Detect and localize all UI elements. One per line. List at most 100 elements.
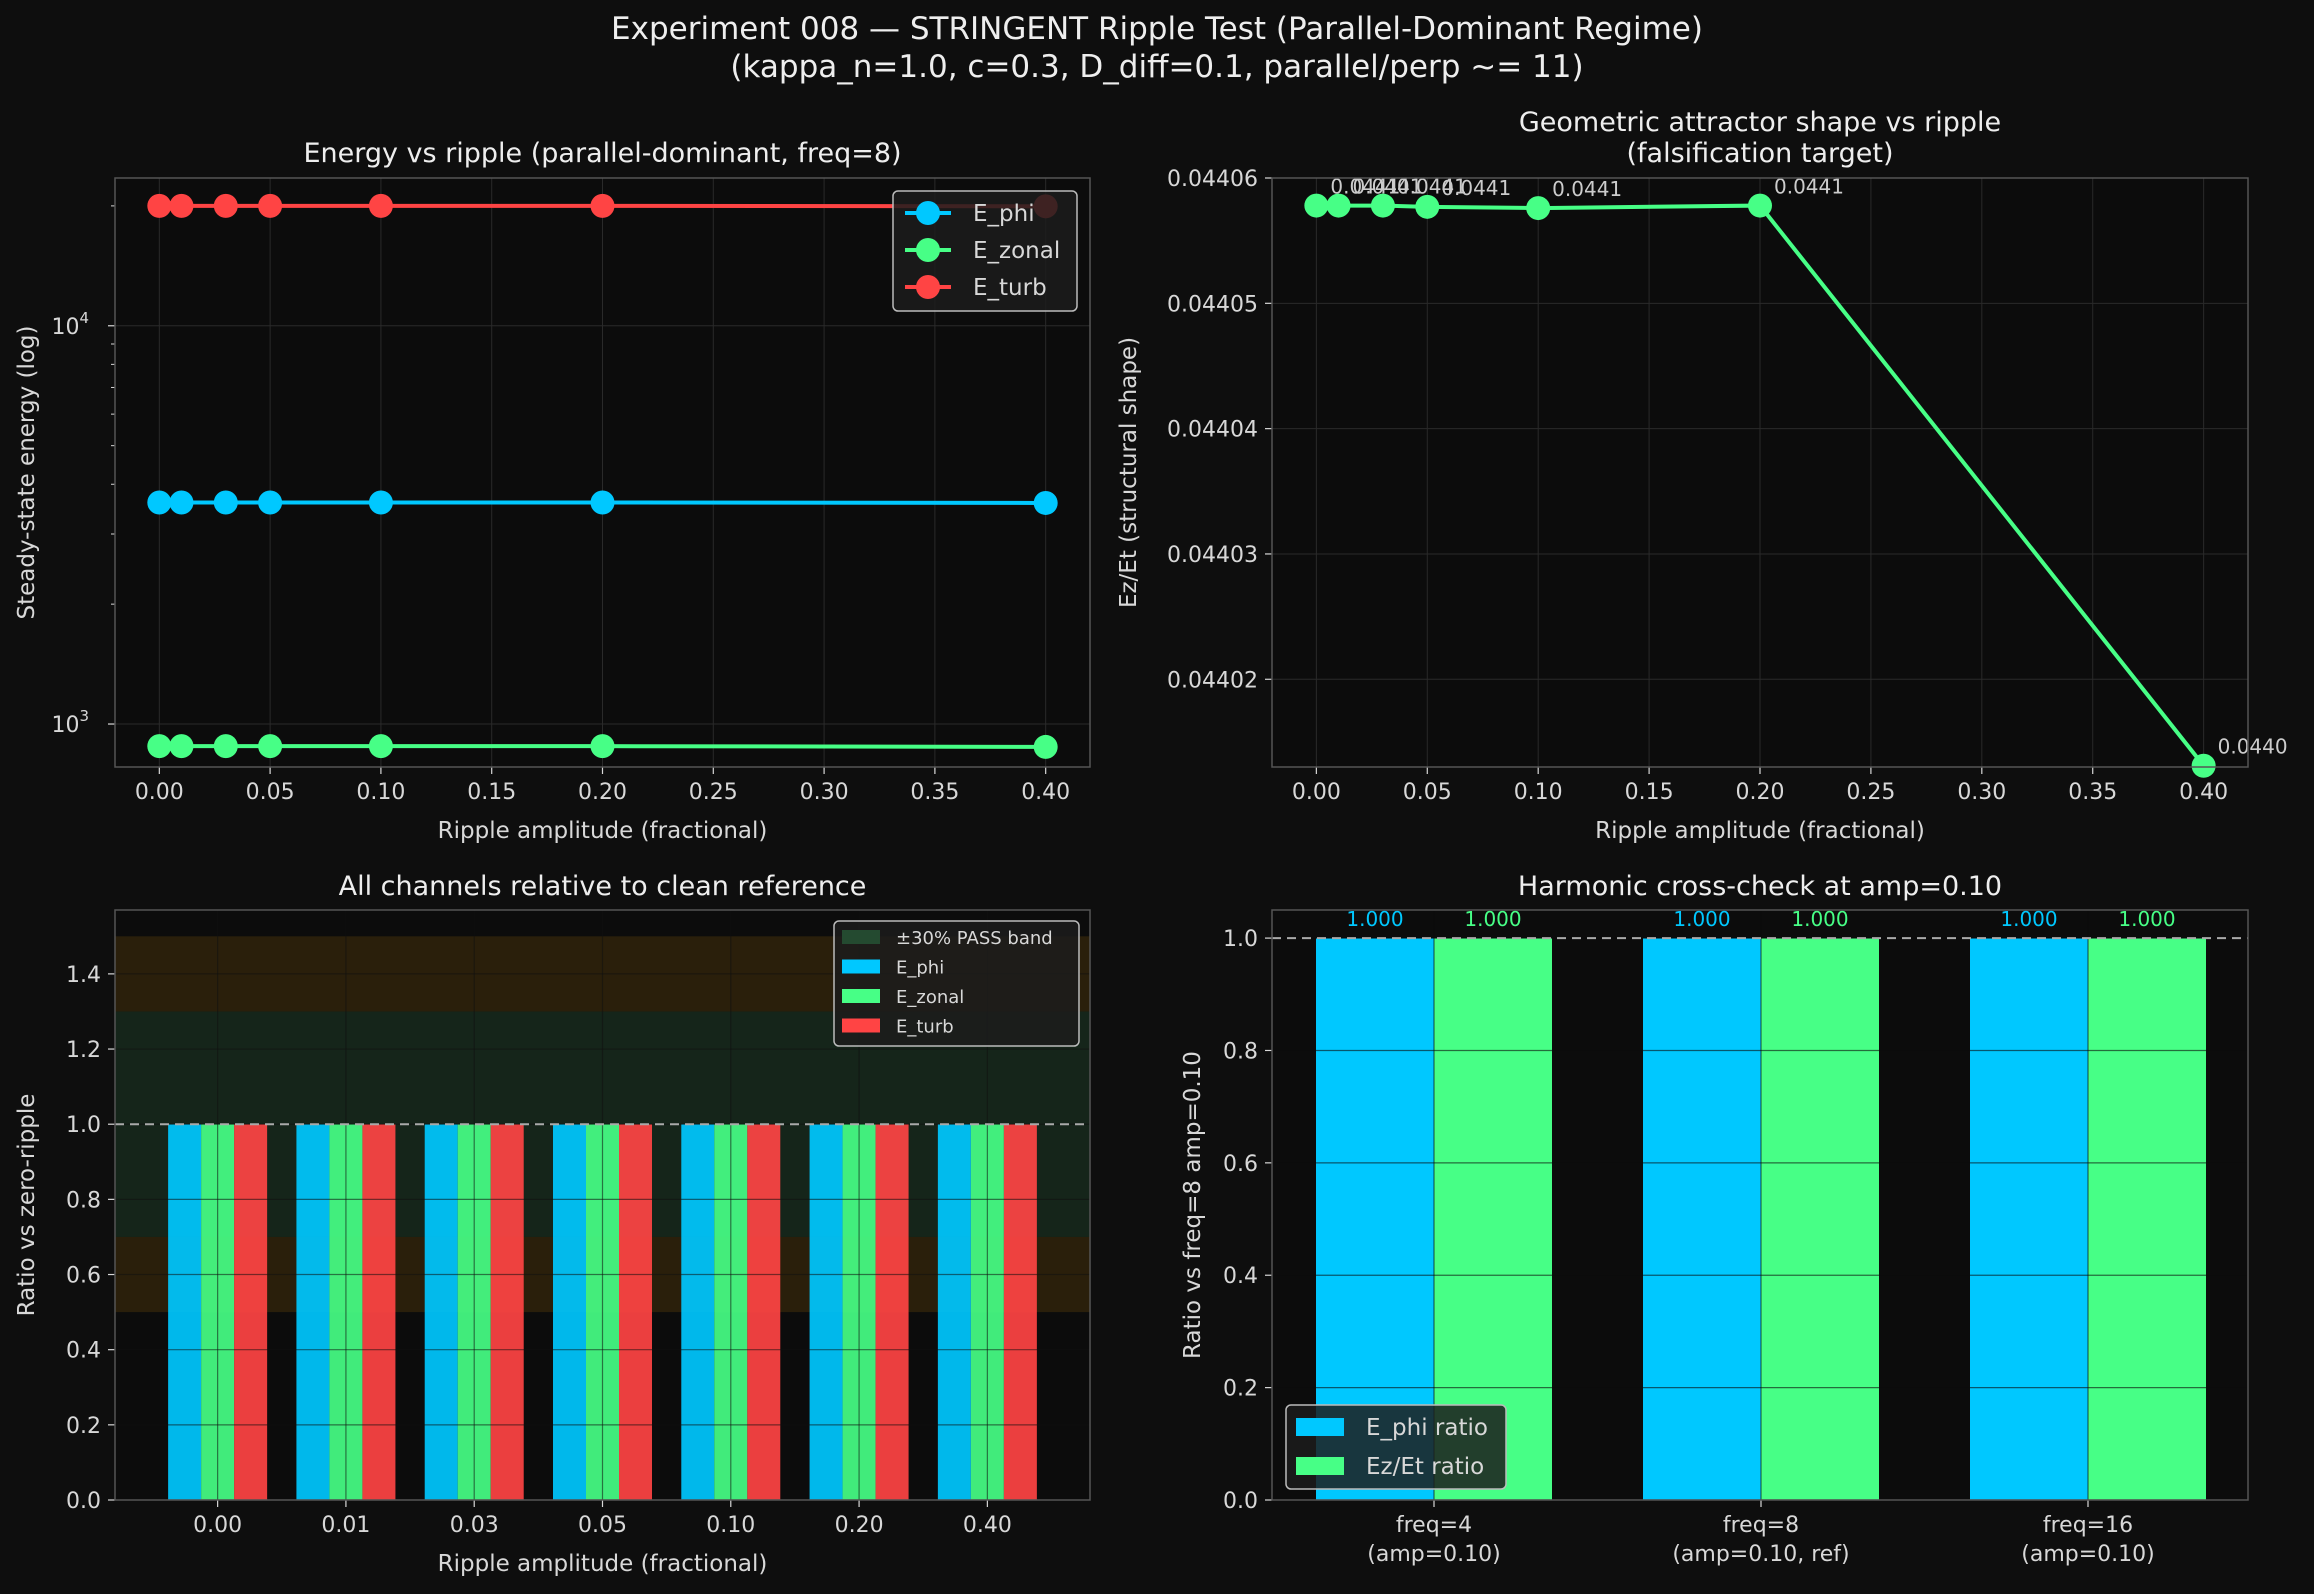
x-tick-label: 0.25 [1846,780,1895,805]
y-tick-label: 103 [51,707,89,738]
legend-label: E_phi [973,201,1035,227]
bar-E_turb [234,1124,268,1500]
bar-value-label: 1.000 [1346,907,1403,931]
x-tick-label: 0.25 [689,780,738,805]
x-tick-label: 0.15 [467,780,516,805]
shape-series-point [2191,753,2216,778]
bar-Ez/Et ratio [1761,938,1879,1500]
bar-E_phi [937,1124,971,1500]
bar-value-label: 1.000 [1791,907,1848,931]
series-point-E_phi [213,490,238,515]
series-point-E_turb [169,193,194,218]
x-tick-label-line1: freq=16 [2043,1513,2133,1538]
x-tick-label: 0.40 [1021,780,1070,805]
series-point-E_phi [368,490,393,515]
x-tick-label-line2: (amp=0.10) [1367,1542,1500,1567]
x-tick-label: 0.00 [135,780,184,805]
y-tick-label: 0.04402 [1167,668,1258,693]
x-tick-label: 0.05 [1403,780,1452,805]
y-tick-exponent: 4 [79,309,89,327]
shape-point-label: 0.0441 [1441,176,1511,200]
x-tick-label: 0.10 [706,1513,755,1538]
bar-E_phi [681,1124,715,1500]
bar-E_phi [296,1124,330,1500]
energy-xlabel: Ripple amplitude (fractional) [438,818,768,844]
x-tick-label-line2: (amp=0.10, ref) [1672,1542,1849,1567]
x-tick-label: 0.00 [1292,780,1341,805]
legend-swatch [842,930,880,944]
bar-E_phi [809,1124,843,1500]
energy-panel: 0.00 0.05 0.10 0.15 0.20 0.25 0.30 0.35 0.401031… [14,138,1091,844]
x-tick-label-line1: freq=4 [1396,1513,1472,1538]
series-point-E_zonal [258,734,283,759]
relative-title: All channels relative to clean reference [339,871,867,902]
series-point-E_phi [258,490,283,515]
bar-E_phi [424,1124,458,1500]
shape-ylabel: Ez/Et (structural shape) [1116,337,1142,608]
series-point-E_turb [213,193,238,218]
legend-label: Ez/Et ratio [1366,1454,1484,1480]
bar-E_turb [362,1124,396,1500]
relative-xlabel: Ripple amplitude (fractional) [438,1551,768,1577]
y-tick-label: 0.0 [1223,1489,1258,1514]
figure-title-line1: Experiment 008 — STRINGENT Ripple Test (… [611,11,1703,47]
y-tick-label: 1.0 [66,1113,101,1138]
legend-swatch [1296,1457,1344,1475]
series-point-E_turb [590,193,615,218]
bar-value-label: 1.000 [2118,907,2175,931]
y-tick-label: 0.2 [66,1414,101,1439]
x-tick-label: 0.15 [1625,780,1674,805]
y-tick-label: 0.04403 [1167,543,1258,568]
bar-value-label: 1.000 [1673,907,1730,931]
legend-label: E_zonal [896,987,964,1008]
bar-E_phi ratio [1970,938,2088,1500]
x-tick-label: 0.10 [1514,780,1563,805]
x-tick-label: 0.30 [1957,780,2006,805]
y-tick-label: 0.04406 [1167,167,1258,192]
y-tick-label: 0.04404 [1167,418,1258,443]
y-tick-label: 0.8 [1223,1039,1258,1064]
shape-series-point [1304,193,1329,218]
x-tick-label: 0.05 [578,1513,627,1538]
axes-frame [114,909,1091,1501]
shape-series-point [1326,193,1351,218]
x-tick-label: 0.40 [2179,780,2228,805]
harmonic-title: Harmonic cross-check at amp=0.10 [1518,871,2002,902]
legend-label: E_phi ratio [1366,1415,1488,1441]
y-tick-label: 0.8 [66,1188,101,1213]
y-tick-exponent: 3 [79,707,89,725]
bar-value-label: 1.000 [2000,907,2057,931]
series-point-E_phi [147,490,172,515]
series-point-E_zonal [1033,734,1058,759]
y-tick-label: 1.0 [1223,927,1258,952]
y-tick-label: 0.6 [66,1264,101,1289]
x-tick-label: 0.03 [450,1513,499,1538]
bar-E_turb [875,1124,909,1500]
x-tick-label: 0.00 [193,1513,242,1538]
series-point-E_phi [590,490,615,515]
x-tick-label: 0.20 [835,1513,884,1538]
bar-E_turb [619,1124,652,1500]
series-point-E_zonal [368,734,393,759]
figure-title: Experiment 008 — STRINGENT Ripple Test (… [0,10,2314,86]
harmonic-ylabel: Ratio vs freq=8 amp=0.10 [1180,1051,1206,1359]
energy-title: Energy vs ripple (parallel-dominant, fre… [303,138,901,169]
series-point-E_turb [258,193,283,218]
shape-series-point [1415,194,1440,219]
legend-marker [916,201,940,225]
shape-title-line2: (falsification target) [1627,138,1894,169]
series-point-E_phi [1033,490,1058,515]
series-point-E_turb [368,193,393,218]
bar-E_turb [490,1124,524,1500]
y-tick-label: 0.4 [1223,1264,1258,1289]
x-tick-label: 0.30 [800,780,849,805]
x-tick-label: 0.35 [2068,780,2117,805]
y-tick-label: 0.6 [1223,1152,1258,1177]
legend-swatch [842,959,880,974]
x-tick-label: 0.10 [356,780,405,805]
legend-label: E_turb [973,275,1047,301]
relative-ylabel: Ratio vs zero-ripple [14,1094,40,1317]
series-point-E_turb [147,193,172,218]
axes-frame [1271,909,2249,1501]
